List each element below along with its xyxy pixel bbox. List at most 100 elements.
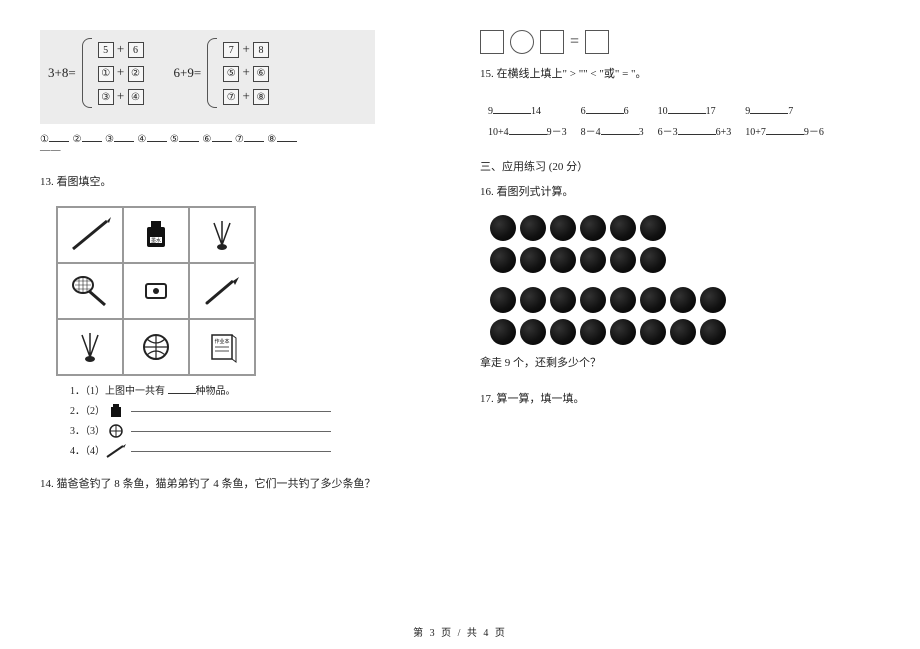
box: 5 xyxy=(98,42,114,58)
answer-line[interactable] xyxy=(131,431,331,432)
box: ② xyxy=(128,66,144,82)
square-icon xyxy=(540,30,564,54)
q15-title: 在横线上填上" > "" < "或" = "。 xyxy=(497,68,647,80)
blank[interactable] xyxy=(601,123,639,135)
dot-icon xyxy=(610,287,636,313)
circle-icon xyxy=(510,30,534,54)
dot-icon xyxy=(610,215,636,241)
q16-num: 16. xyxy=(480,186,494,198)
q17-num: 17. xyxy=(480,393,494,405)
cell-shuttlecock xyxy=(189,207,255,263)
section-3-title: 三、应用练习 (20 分） xyxy=(480,158,880,174)
dot-icon xyxy=(580,215,606,241)
cell-notebook: 作业本 xyxy=(189,319,255,375)
q15-num: 15. xyxy=(480,68,494,80)
dot-icon xyxy=(580,287,606,313)
box: ⑧ xyxy=(253,89,269,105)
box: ① xyxy=(98,66,114,82)
dot-icon xyxy=(490,319,516,345)
dot-icon xyxy=(490,287,516,313)
blank[interactable] xyxy=(750,102,788,114)
blank[interactable] xyxy=(766,123,804,135)
svg-text:作业本: 作业本 xyxy=(214,338,229,345)
blank[interactable] xyxy=(168,382,196,394)
page-footer: 第 3 页 / 共 4 页 xyxy=(0,624,920,639)
dot-icon xyxy=(670,287,696,313)
blank[interactable] xyxy=(49,130,69,142)
blank[interactable] xyxy=(493,102,531,114)
answer-line[interactable] xyxy=(131,411,331,412)
dot-icon xyxy=(550,287,576,313)
dot-icon xyxy=(640,287,666,313)
dot-icon xyxy=(610,247,636,273)
dot-icon xyxy=(580,247,606,273)
dot-icon xyxy=(520,215,546,241)
dot-icon xyxy=(700,287,726,313)
box: ④ xyxy=(128,89,144,105)
blank[interactable] xyxy=(678,123,716,135)
dot-icon xyxy=(640,215,666,241)
shape-equation: = xyxy=(480,30,880,54)
box: ⑦ xyxy=(223,89,239,105)
blank[interactable] xyxy=(114,130,134,142)
box: 8 xyxy=(253,42,269,58)
pen-icon xyxy=(105,443,127,459)
square-icon xyxy=(480,30,504,54)
cell-racket xyxy=(57,263,123,319)
blank[interactable] xyxy=(509,123,547,135)
q14-text: 猫爸爸钓了 8 条鱼，猫弟弟钓了 4 条鱼，它们一共钓了多少条鱼？ xyxy=(57,478,376,490)
dot-icon xyxy=(640,247,666,273)
cell-sharpener xyxy=(123,263,189,319)
box: ③ xyxy=(98,89,114,105)
cell-pencil xyxy=(57,207,123,263)
cell-basketball xyxy=(123,319,189,375)
q13-num: 13. xyxy=(40,176,54,188)
blank[interactable] xyxy=(179,130,199,142)
dot-icon xyxy=(550,247,576,273)
blank[interactable] xyxy=(147,130,167,142)
q16-dots xyxy=(490,215,880,345)
q12-diagram: 3+8= 5 + 6 ① + ② ③ + ④ 6+9= 7 + 8 ⑤ + ⑥ … xyxy=(40,30,375,124)
q17-title: 算一算，填一填。 xyxy=(497,393,585,405)
cell-shuttlecock2 xyxy=(57,319,123,375)
dot-icon xyxy=(520,247,546,273)
blank[interactable] xyxy=(82,130,102,142)
basketball-icon xyxy=(105,423,127,439)
dot-icon xyxy=(670,319,696,345)
q15-table: 914 66 1017 97 10+49－3 8－43 6－36+3 10+79… xyxy=(480,98,832,142)
box: ⑤ xyxy=(223,66,239,82)
q12-left-lhs: 3+8= xyxy=(48,65,76,81)
box: 7 xyxy=(223,42,239,58)
dot-icon xyxy=(580,319,606,345)
ink-icon xyxy=(105,403,127,419)
dot-icon xyxy=(640,319,666,345)
dot-icon xyxy=(490,215,516,241)
blank[interactable] xyxy=(244,130,264,142)
right-brace xyxy=(207,38,217,108)
box: 6 xyxy=(128,42,144,58)
q13-title: 看图填空。 xyxy=(57,176,112,188)
q12-right-lhs: 6+9= xyxy=(174,65,202,81)
cell-ink: 墨水 xyxy=(123,207,189,263)
q14-num: 14. xyxy=(40,478,54,490)
blank[interactable] xyxy=(277,130,297,142)
blank[interactable] xyxy=(212,130,232,142)
q12-blanks: ① ② ③ ④ ⑤ ⑥ ⑦ ⑧ —— xyxy=(40,130,440,156)
dot-icon xyxy=(520,319,546,345)
cell-pen xyxy=(189,263,255,319)
answer-line[interactable] xyxy=(131,451,331,452)
dot-icon xyxy=(550,319,576,345)
q16-title: 看图列式计算。 xyxy=(497,186,574,198)
dot-icon xyxy=(610,319,636,345)
q13-grid: 墨水 作业本 xyxy=(56,206,256,376)
svg-text:墨水: 墨水 xyxy=(151,237,161,244)
blank[interactable] xyxy=(668,102,706,114)
dot-icon xyxy=(700,319,726,345)
q16-prompt: 拿走 9 个，还剩多少个？ xyxy=(480,355,880,373)
box: ⑥ xyxy=(253,66,269,82)
blank[interactable] xyxy=(586,102,624,114)
square-icon xyxy=(585,30,609,54)
left-brace xyxy=(82,38,92,108)
dot-icon xyxy=(490,247,516,273)
dot-icon xyxy=(520,287,546,313)
